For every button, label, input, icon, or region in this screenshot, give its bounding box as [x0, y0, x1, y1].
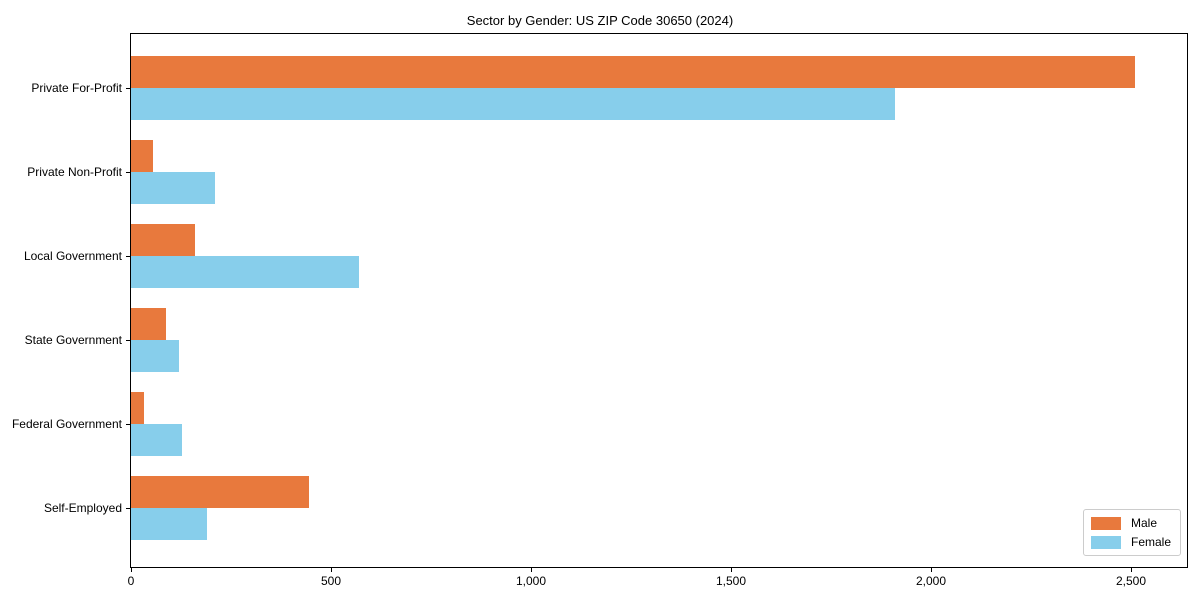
legend-swatch-female [1090, 535, 1121, 549]
x-tick-mark [1131, 568, 1132, 572]
y-axis-label-self-employed: Self-Employed [43, 501, 122, 515]
x-tick-label: 500 [320, 574, 342, 588]
y-axis-label-private-non-profit: Private Non-Profit [27, 165, 122, 179]
x-tick-mark [131, 568, 132, 572]
legend-swatch-male [1090, 516, 1121, 530]
y-tick-mark [126, 256, 130, 257]
legend-item-female: Female [1090, 535, 1171, 549]
bar-male-local-government [131, 224, 195, 256]
x-tick-label: 2,000 [915, 574, 947, 588]
y-axis-label-federal-government: Federal Government [11, 417, 122, 431]
bar-female-federal-government [131, 424, 182, 456]
y-tick-mark [126, 172, 130, 173]
bar-female-self-employed [131, 508, 207, 540]
legend: Male Female [1082, 509, 1181, 556]
bar-female-state-government [131, 340, 179, 372]
x-tick-label: 2,500 [1115, 574, 1147, 588]
x-tick-mark [931, 568, 932, 572]
legend-label-female: Female [1130, 535, 1171, 549]
bar-female-private-for-profit [131, 88, 895, 120]
legend-label-male: Male [1130, 516, 1157, 530]
y-axis-label-local-government: Local Government [23, 249, 122, 263]
chart-title: Sector by Gender: US ZIP Code 30650 (202… [466, 13, 734, 28]
y-axis-label-state-government: State Government [24, 333, 122, 347]
bar-male-private-non-profit [131, 140, 153, 172]
y-tick-mark [126, 340, 130, 341]
x-tick-mark [731, 568, 732, 572]
y-tick-mark [126, 88, 130, 89]
bar-female-private-non-profit [131, 172, 215, 204]
plot-area: Male Female [130, 33, 1188, 568]
x-tick-label: 1,500 [715, 574, 747, 588]
y-tick-mark [126, 424, 130, 425]
y-axis-label-private-for-profit: Private For-Profit [31, 81, 122, 95]
bar-male-state-government [131, 308, 166, 340]
bar-male-self-employed [131, 476, 309, 508]
bar-female-local-government [131, 256, 359, 288]
bar-male-private-for-profit [131, 56, 1135, 88]
bar-male-federal-government [131, 392, 144, 424]
x-tick-mark [331, 568, 332, 572]
x-tick-label: 0 [127, 574, 135, 588]
y-tick-mark [126, 508, 130, 509]
x-tick-mark [531, 568, 532, 572]
legend-item-male: Male [1090, 516, 1171, 530]
x-tick-label: 1,000 [515, 574, 547, 588]
